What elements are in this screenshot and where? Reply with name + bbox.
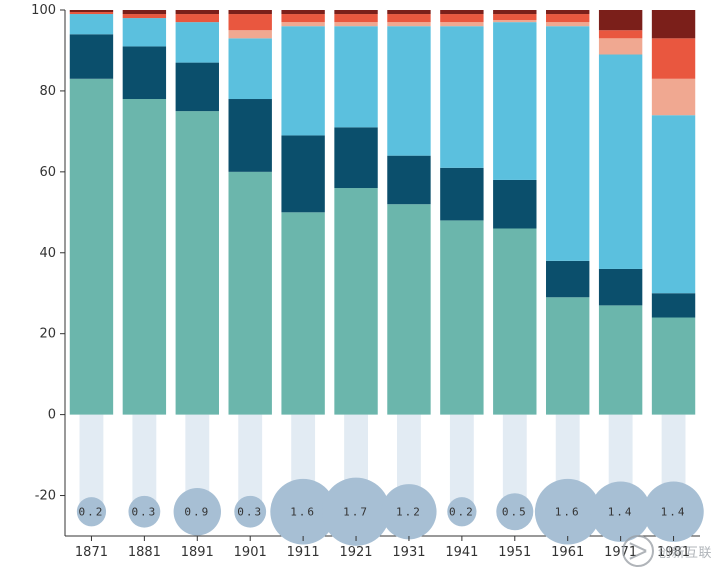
svg-text:0.3: 0.3 — [131, 506, 157, 519]
svg-text:1971: 1971 — [604, 545, 637, 560]
svg-text:1.6: 1.6 — [555, 506, 581, 519]
svg-text:1921: 1921 — [339, 545, 372, 560]
svg-text:1.7: 1.7 — [343, 506, 369, 519]
svg-text:1931: 1931 — [392, 545, 425, 560]
svg-text:0.2: 0.2 — [449, 506, 475, 519]
svg-text:1881: 1881 — [128, 545, 161, 560]
svg-text:0: 0 — [48, 408, 56, 423]
svg-text:1.4: 1.4 — [608, 506, 634, 519]
svg-text:1951: 1951 — [498, 545, 531, 560]
svg-text:80: 80 — [39, 84, 56, 99]
svg-text:1981: 1981 — [657, 545, 690, 560]
svg-text:1.4: 1.4 — [661, 506, 687, 519]
svg-text:-20: -20 — [35, 489, 56, 504]
svg-text:1.2: 1.2 — [396, 506, 422, 519]
svg-text:0.3: 0.3 — [237, 506, 263, 519]
svg-text:0.9: 0.9 — [184, 506, 210, 519]
svg-text:1.6: 1.6 — [290, 506, 316, 519]
svg-text:60: 60 — [39, 165, 56, 180]
svg-text:1871: 1871 — [75, 545, 108, 560]
svg-text:1961: 1961 — [551, 545, 584, 560]
svg-text:100: 100 — [31, 3, 56, 18]
svg-text:1911: 1911 — [287, 545, 320, 560]
svg-text:0.2: 0.2 — [79, 506, 105, 519]
stacked-bar-chart: -20 0 20 40 60 80 100 0.2 0.3 0.9 0.3 1.6 1.7 1.2 0.2 0… — [0, 0, 716, 573]
svg-text:40: 40 — [39, 246, 56, 261]
svg-text:1901: 1901 — [234, 545, 267, 560]
svg-text:1891: 1891 — [181, 545, 214, 560]
svg-text:20: 20 — [39, 327, 56, 342]
svg-text:1941: 1941 — [445, 545, 478, 560]
svg-text:0.5: 0.5 — [502, 506, 528, 519]
